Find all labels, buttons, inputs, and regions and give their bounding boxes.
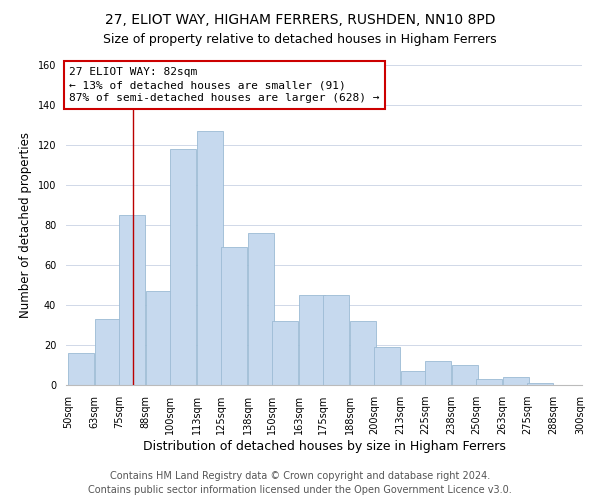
Bar bbox=[197, 131, 223, 385]
Bar bbox=[299, 295, 325, 385]
Bar bbox=[95, 319, 121, 385]
Bar bbox=[248, 233, 274, 385]
Bar bbox=[350, 321, 376, 385]
Bar bbox=[323, 295, 349, 385]
Text: 27, ELIOT WAY, HIGHAM FERRERS, RUSHDEN, NN10 8PD: 27, ELIOT WAY, HIGHAM FERRERS, RUSHDEN, … bbox=[105, 12, 495, 26]
Text: Contains HM Land Registry data © Crown copyright and database right 2024.
Contai: Contains HM Land Registry data © Crown c… bbox=[88, 471, 512, 495]
X-axis label: Distribution of detached houses by size in Higham Ferrers: Distribution of detached houses by size … bbox=[143, 440, 505, 453]
Bar bbox=[452, 365, 478, 385]
Bar bbox=[146, 291, 172, 385]
Y-axis label: Number of detached properties: Number of detached properties bbox=[19, 132, 32, 318]
Bar bbox=[68, 353, 94, 385]
Text: 27 ELIOT WAY: 82sqm
← 13% of detached houses are smaller (91)
87% of semi-detach: 27 ELIOT WAY: 82sqm ← 13% of detached ho… bbox=[69, 67, 380, 104]
Bar bbox=[503, 377, 529, 385]
Text: Size of property relative to detached houses in Higham Ferrers: Size of property relative to detached ho… bbox=[103, 32, 497, 46]
Bar bbox=[527, 383, 553, 385]
Bar bbox=[476, 379, 502, 385]
Bar bbox=[170, 149, 196, 385]
Bar bbox=[401, 371, 427, 385]
Bar bbox=[221, 247, 247, 385]
Bar bbox=[119, 215, 145, 385]
Bar bbox=[272, 321, 298, 385]
Bar bbox=[425, 361, 451, 385]
Bar bbox=[374, 347, 400, 385]
